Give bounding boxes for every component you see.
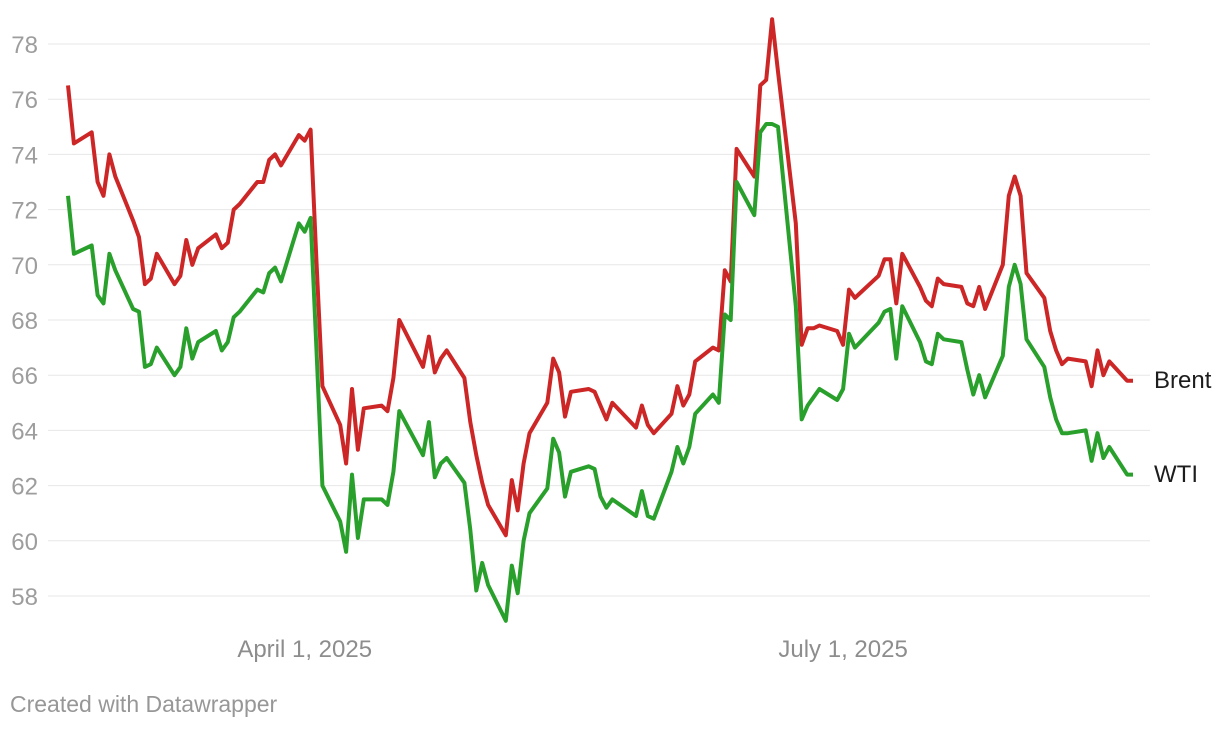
series-line-brent xyxy=(66,17,1133,538)
y-tick-label: 64 xyxy=(11,418,38,445)
y-tick-label: 60 xyxy=(11,529,38,556)
series-label-wti: WTI xyxy=(1154,461,1198,488)
x-tick-label: April 1, 2025 xyxy=(237,636,372,663)
x-tick-label: July 1, 2025 xyxy=(778,636,907,663)
datawrapper-attribution: Created with Datawrapper xyxy=(10,691,278,717)
series-lines xyxy=(66,17,1133,623)
y-axis-labels: 58 60 62 64 66 68 70 72 74 76 78 xyxy=(11,32,38,611)
y-tick-label: 68 xyxy=(11,308,38,335)
y-tick-label: 74 xyxy=(11,142,38,169)
gridlines xyxy=(48,43,1150,597)
line-chart: 58 60 62 64 66 68 70 72 74 76 78 April 1, 2025 July… xyxy=(11,17,1150,663)
y-tick-label: 62 xyxy=(11,474,38,501)
series-line-wti xyxy=(66,122,1133,623)
y-tick-label: 78 xyxy=(11,32,38,59)
y-tick-label: 72 xyxy=(11,198,38,225)
y-tick-label: 58 xyxy=(11,584,38,611)
y-tick-label: 66 xyxy=(11,363,38,390)
series-label-brent: Brent xyxy=(1154,367,1212,394)
y-tick-label: 76 xyxy=(11,87,38,114)
y-tick-label: 70 xyxy=(11,253,38,280)
x-axis-labels: April 1, 2025 July 1, 2025 xyxy=(237,636,907,663)
